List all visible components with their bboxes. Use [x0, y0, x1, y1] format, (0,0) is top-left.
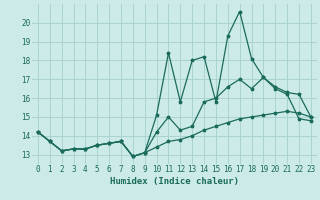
X-axis label: Humidex (Indice chaleur): Humidex (Indice chaleur): [110, 177, 239, 186]
